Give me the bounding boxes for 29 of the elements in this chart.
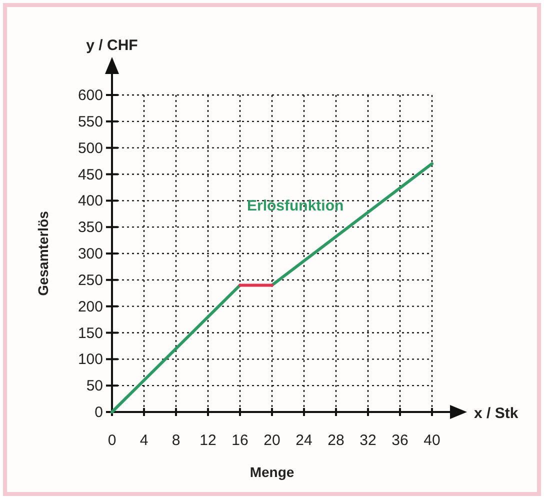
y-tick-label: 600 bbox=[78, 87, 103, 104]
text: Gesamterlös bbox=[35, 210, 51, 296]
x-tick-label: 4 bbox=[140, 432, 148, 449]
y-tick-label: 150 bbox=[78, 324, 103, 342]
x-tick-label: 40 bbox=[424, 432, 440, 449]
y-tick-label: 200 bbox=[78, 298, 103, 316]
y-tick-label: 350 bbox=[78, 219, 103, 236]
y-tick-label: 100 bbox=[78, 351, 103, 368]
x-tick-label: 36 bbox=[392, 432, 408, 449]
y-tick-label: 50 bbox=[86, 378, 103, 395]
y-tick-label: 0 bbox=[94, 404, 103, 421]
y-tick-label: 250 bbox=[78, 272, 103, 289]
x-tick-label: 24 bbox=[296, 432, 312, 449]
x-axis-title: x / Stk bbox=[474, 405, 519, 422]
y-tick-label: 300 bbox=[78, 246, 103, 262]
x-tick-label: 0 bbox=[108, 432, 116, 449]
x-tick-label: 32 bbox=[360, 432, 376, 449]
x-tick-label: 12 bbox=[200, 432, 216, 449]
y-axis-title: y / CHF bbox=[86, 37, 138, 54]
series-label: Erlösfunktion bbox=[247, 198, 344, 215]
x-tick-label: 16 bbox=[232, 432, 248, 449]
y-tick-label: 550 bbox=[78, 113, 103, 130]
y-tick-label: 450 bbox=[78, 166, 103, 184]
x-tick-label: 8 bbox=[172, 432, 180, 449]
text: Menge bbox=[250, 464, 294, 480]
y-tick-label: 400 bbox=[78, 192, 103, 210]
x-tick-label: 28 bbox=[328, 432, 344, 449]
x-tick-label: 20 bbox=[264, 432, 280, 449]
y-tick-label: 500 bbox=[78, 140, 103, 157]
